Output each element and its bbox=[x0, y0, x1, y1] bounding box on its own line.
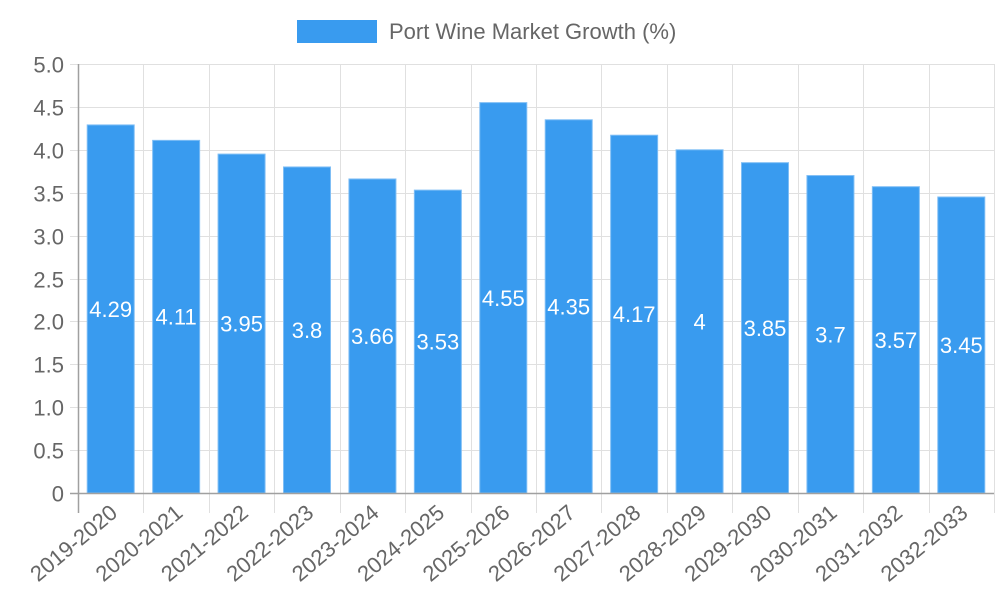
y-tick-label: 0 bbox=[52, 482, 64, 507]
y-tick-label: 0.5 bbox=[33, 439, 64, 464]
bar[interactable] bbox=[283, 166, 331, 494]
bar[interactable] bbox=[610, 134, 659, 494]
bar[interactable] bbox=[741, 162, 789, 494]
bar-value-label: 4.11 bbox=[156, 305, 197, 330]
bar-value-label: 4.55 bbox=[482, 286, 525, 311]
axes bbox=[70, 64, 994, 513]
bar-value-label: 3.57 bbox=[874, 328, 917, 353]
legend-label: Port Wine Market Growth (%) bbox=[389, 19, 676, 44]
bar-value-label: 3.45 bbox=[940, 333, 983, 358]
bar-value-label: 3.8 bbox=[292, 318, 323, 343]
bar-value-label: 3.53 bbox=[416, 330, 459, 355]
y-tick-label: 4.0 bbox=[33, 139, 64, 164]
bar[interactable] bbox=[544, 119, 593, 494]
bar-value-label: 4 bbox=[693, 309, 705, 334]
y-tick-label: 2.5 bbox=[33, 268, 64, 293]
y-tick-label: 3.0 bbox=[33, 225, 64, 250]
bar[interactable] bbox=[871, 186, 920, 494]
y-tick-label: 2.0 bbox=[33, 310, 64, 335]
bar-value-label: 3.95 bbox=[220, 312, 263, 337]
grid-lines bbox=[70, 64, 995, 513]
y-tick-label: 1.5 bbox=[33, 353, 64, 378]
legend-swatch bbox=[297, 20, 377, 43]
bar[interactable] bbox=[806, 175, 855, 494]
y-axis-ticks: 0 0.5 1.0 1.5 2.0 2.5 3.0 3.5 4.0 4.5 5.0 bbox=[33, 53, 64, 507]
y-tick-label: 1.0 bbox=[33, 396, 64, 421]
y-tick-label: 4.5 bbox=[33, 96, 64, 121]
bar-value-label: 4.29 bbox=[89, 297, 132, 322]
bar[interactable] bbox=[348, 178, 397, 494]
bar[interactable] bbox=[86, 124, 135, 494]
y-tick-label: 5.0 bbox=[33, 53, 64, 78]
bar[interactable] bbox=[675, 149, 724, 494]
bar[interactable] bbox=[413, 189, 462, 494]
bar[interactable] bbox=[217, 153, 266, 494]
x-axis-ticks: 2019-20202020-20212021-20222022-20232023… bbox=[25, 500, 972, 587]
bar-value-label: 4.17 bbox=[613, 302, 656, 327]
bar-value-label: 3.66 bbox=[351, 324, 394, 349]
bar-value-label: 3.85 bbox=[744, 316, 787, 341]
bar-value-label: 3.7 bbox=[815, 322, 846, 347]
bar-value-label: 4.35 bbox=[547, 294, 590, 319]
bar[interactable] bbox=[479, 102, 528, 494]
legend[interactable]: Port Wine Market Growth (%) bbox=[297, 19, 676, 44]
y-tick-label: 3.5 bbox=[33, 182, 64, 207]
